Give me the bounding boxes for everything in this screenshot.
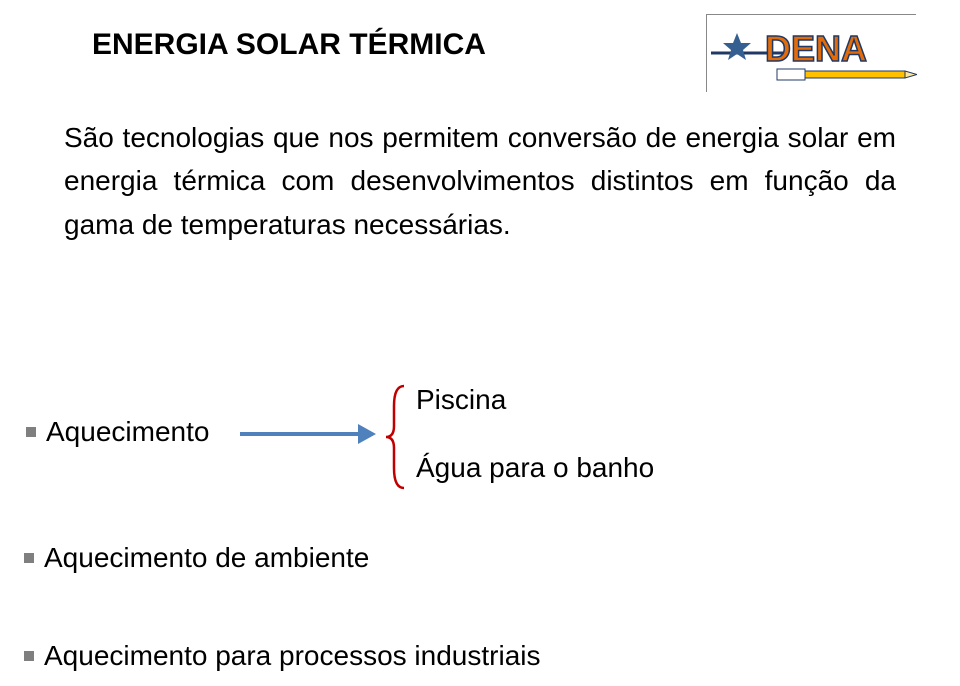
logo-text: DENA xyxy=(765,28,867,69)
page-title: ENERGIA SOLAR TÉRMICA xyxy=(92,28,486,62)
bullet-aquecimento-label: Aquecimento xyxy=(46,416,209,448)
bullet-ambiente-label: Aquecimento de ambiente xyxy=(44,542,369,574)
bullet-aquecimento: Aquecimento xyxy=(26,416,209,448)
branch-agua: Água para o banho xyxy=(416,452,654,484)
branch-piscina: Piscina xyxy=(416,384,506,416)
dena-logo: DENA xyxy=(706,14,916,92)
bullet-industriais-label: Aquecimento para processos industriais xyxy=(44,640,540,672)
arrow-icon xyxy=(240,432,360,436)
body-paragraph: São tecnologias que nos permitem convers… xyxy=(64,116,896,246)
brace-icon xyxy=(384,382,410,492)
bullet-ambiente: Aquecimento de ambiente xyxy=(24,542,369,574)
bullet-square-icon xyxy=(24,651,34,661)
bullet-square-icon xyxy=(24,553,34,563)
bullet-square-icon xyxy=(26,427,36,437)
bullet-industriais: Aquecimento para processos industriais xyxy=(24,640,540,672)
